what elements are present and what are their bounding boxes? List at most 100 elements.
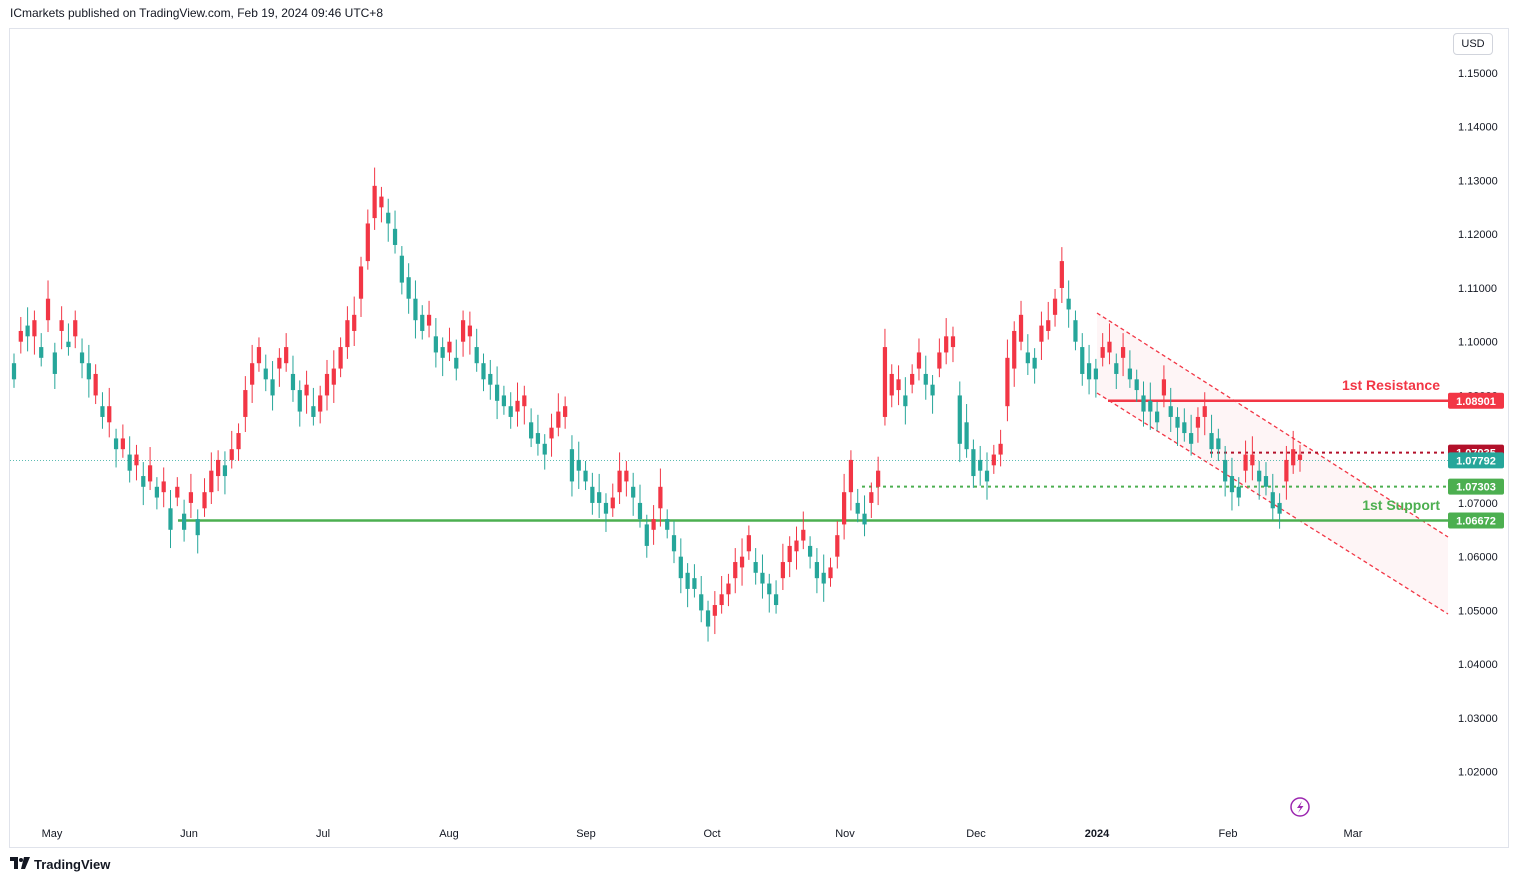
candle-body bbox=[705, 610, 711, 627]
candle-body bbox=[910, 373, 915, 385]
candle-body bbox=[311, 406, 316, 417]
descending-channel bbox=[1096, 312, 1449, 615]
candle-body bbox=[406, 277, 411, 299]
candle-body bbox=[18, 330, 23, 342]
candle-body bbox=[1073, 320, 1078, 342]
candle-body bbox=[1229, 476, 1235, 493]
lightning-icon[interactable] bbox=[1290, 797, 1310, 817]
candle-body bbox=[168, 508, 173, 530]
candle-body bbox=[712, 605, 717, 616]
candle-body bbox=[1243, 454, 1248, 471]
candle-body bbox=[699, 594, 704, 611]
chart-area[interactable] bbox=[9, 28, 1509, 848]
candle-body bbox=[52, 352, 57, 374]
candle-body bbox=[930, 384, 935, 396]
candle-body bbox=[141, 476, 146, 487]
candle-body bbox=[753, 562, 758, 573]
price-tag-label: 1.07792 bbox=[1456, 455, 1496, 467]
x-tick-label: Mar bbox=[1344, 828, 1363, 840]
tradingview-logo-icon bbox=[10, 856, 30, 872]
candle-body bbox=[971, 449, 976, 477]
price-axis[interactable]: 1.15000 1.14000 1.13000 1.12000 1.11000 1.100… bbox=[1458, 68, 1498, 779]
candle-body bbox=[535, 433, 541, 444]
candle-body bbox=[848, 459, 854, 493]
candle-body bbox=[392, 228, 398, 245]
candle-body bbox=[597, 492, 602, 503]
candle-body bbox=[365, 223, 370, 262]
candle-body bbox=[1168, 406, 1173, 417]
candle-body bbox=[889, 373, 894, 396]
x-tick-label: Jun bbox=[180, 828, 198, 840]
time-axis[interactable]: May Jun Jul Aug Sep Oct Nov Dec 2024 Feb Mar bbox=[42, 828, 1363, 840]
candle-body bbox=[773, 594, 779, 606]
candle-body bbox=[923, 373, 928, 385]
candle-body bbox=[467, 325, 472, 337]
candle-body bbox=[426, 314, 432, 326]
y-tick-label: 1.06000 bbox=[1458, 552, 1498, 564]
price-tag-label: 1.06672 bbox=[1456, 516, 1496, 528]
candle-body bbox=[984, 470, 990, 482]
candle-body bbox=[134, 454, 139, 466]
candle-body bbox=[876, 470, 881, 487]
candle-body bbox=[229, 449, 234, 460]
candle-body bbox=[787, 545, 792, 563]
price-tag bbox=[1448, 392, 1504, 409]
candle-body bbox=[862, 513, 867, 525]
candle-body bbox=[100, 406, 105, 417]
candle-body bbox=[413, 298, 418, 321]
channel-lower-line bbox=[1096, 392, 1449, 615]
candle-body bbox=[304, 384, 309, 396]
support-label: 1st Support bbox=[1362, 497, 1440, 513]
candle-body bbox=[202, 492, 207, 509]
candle-body bbox=[25, 325, 30, 337]
candle-body bbox=[746, 535, 751, 552]
y-tick-label: 1.04000 bbox=[1458, 659, 1498, 671]
candle-body bbox=[1257, 470, 1262, 482]
candle-body bbox=[1032, 357, 1037, 369]
candle-body bbox=[494, 384, 500, 401]
y-tick-label: 1.05000 bbox=[1458, 605, 1498, 617]
candle-body bbox=[1182, 422, 1187, 434]
candle-body bbox=[515, 400, 520, 412]
candle-body bbox=[440, 347, 445, 358]
candle-body bbox=[209, 470, 214, 493]
candle-body bbox=[250, 363, 255, 385]
candle-body bbox=[1209, 433, 1214, 450]
x-tick-label: Feb bbox=[1219, 828, 1238, 840]
candle-body bbox=[420, 314, 425, 331]
candle-body bbox=[998, 443, 1003, 455]
candle-body bbox=[529, 422, 534, 439]
candle-body bbox=[216, 459, 221, 477]
y-tick-label: 1.15000 bbox=[1458, 68, 1498, 80]
candle-body bbox=[801, 529, 806, 541]
currency-button[interactable]: USD bbox=[1453, 33, 1493, 55]
y-tick-label: 1.12000 bbox=[1458, 229, 1498, 241]
candle-body bbox=[1250, 454, 1255, 466]
candle-body bbox=[828, 567, 833, 579]
candle-body bbox=[508, 406, 513, 417]
candle-body bbox=[944, 336, 949, 353]
candle-body bbox=[1107, 341, 1112, 353]
candle-body bbox=[637, 502, 643, 520]
candle-body bbox=[454, 357, 459, 369]
candle-body bbox=[842, 492, 847, 525]
candle-body bbox=[1284, 459, 1289, 482]
candle-body bbox=[147, 465, 153, 482]
tradingview-brand[interactable]: TradingView bbox=[10, 856, 110, 872]
candle-body bbox=[760, 572, 765, 584]
y-tick-label: 1.03000 bbox=[1458, 713, 1498, 725]
brand-label: TradingView bbox=[34, 856, 111, 872]
candle-body bbox=[263, 368, 268, 380]
candle-body bbox=[1039, 325, 1044, 342]
candle-body bbox=[549, 427, 554, 439]
x-tick-label: Oct bbox=[703, 828, 720, 840]
candle-body bbox=[794, 540, 799, 552]
candle-body bbox=[331, 368, 336, 385]
candle-body bbox=[658, 486, 663, 509]
candle-body bbox=[590, 486, 595, 503]
candle-body bbox=[1270, 492, 1275, 509]
y-tick-label: 1.02000 bbox=[1458, 767, 1498, 779]
candle-body bbox=[1080, 347, 1085, 374]
candle-body bbox=[297, 390, 302, 412]
